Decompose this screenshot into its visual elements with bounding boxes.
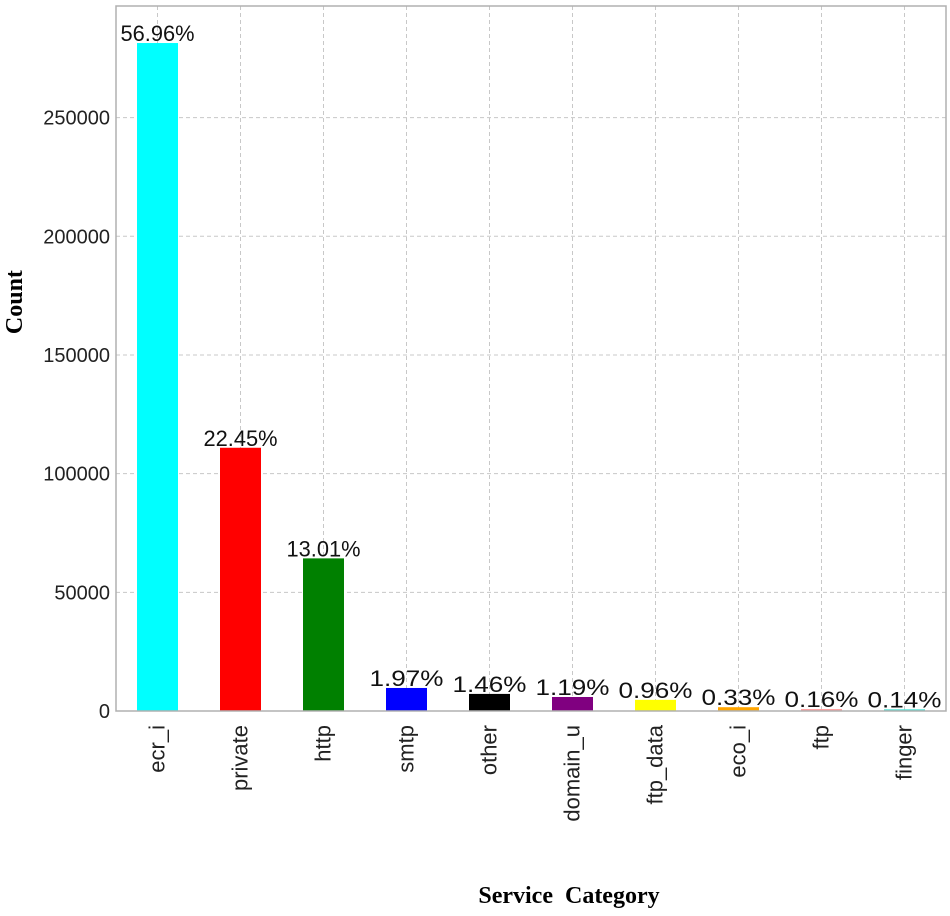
bar-ecr_i — [137, 43, 178, 712]
y-axis-ticks: 0 50000 100000 150000 200000 250000 — [43, 108, 110, 723]
x-tick-label: http — [311, 725, 336, 762]
x-tick-label: ftp — [809, 725, 834, 749]
bar-ftp_data — [635, 699, 676, 711]
x-tick-label: ftp_data — [643, 724, 668, 804]
x-tick-label: smtp — [394, 725, 419, 773]
data-labels: 56.96% 22.45% 13.01% 1.97% 1.46% 1.19% 0.96% 0.… — [121, 21, 942, 712]
x-axis-ticks: ecr_i private http smtp other domain_u ftp_dat… — [145, 724, 917, 821]
y-tick-label: 0 — [99, 701, 110, 723]
x-tick-label: other — [477, 725, 502, 775]
x-axis-title: Service Category — [478, 883, 659, 909]
x-tick-label: ecr_i — [145, 725, 170, 773]
data-label-other: 1.46% — [453, 672, 527, 697]
y-tick-label: 200000 — [43, 226, 110, 248]
x-tick-label: finger — [892, 725, 917, 780]
bar-http — [303, 558, 344, 711]
y-tick-label: 150000 — [43, 345, 110, 367]
data-label-http: 13.01% — [287, 536, 361, 561]
y-tick-label: 100000 — [43, 464, 110, 486]
data-label-finger: 0.14% — [868, 687, 942, 712]
y-tick-label: 250000 — [43, 108, 110, 130]
bar-other — [469, 693, 510, 711]
data-label-smtp: 1.97% — [370, 666, 444, 691]
y-tick-label: 50000 — [54, 582, 110, 604]
bar-smtp — [386, 687, 427, 711]
data-label-ftp_data: 0.96% — [619, 678, 693, 703]
data-label-eco_i: 0.33% — [702, 685, 776, 710]
data-label-private: 22.45% — [204, 426, 278, 451]
data-label-domain_u: 1.19% — [536, 675, 610, 700]
bar-ftp — [801, 709, 842, 711]
bar-finger — [884, 709, 925, 711]
bars — [137, 43, 925, 712]
x-tick-label: domain_u — [560, 725, 585, 822]
x-tick-label: private — [228, 725, 253, 791]
x-tick-label: eco_i — [726, 725, 751, 778]
bar-private — [220, 447, 261, 711]
bar-eco_i — [718, 707, 759, 711]
plot-frame — [115, 5, 947, 712]
data-label-ecr_i: 56.96% — [121, 21, 195, 46]
data-label-ftp: 0.16% — [785, 687, 859, 712]
bar-domain_u — [552, 696, 593, 711]
y-axis-title: Count — [2, 270, 28, 334]
